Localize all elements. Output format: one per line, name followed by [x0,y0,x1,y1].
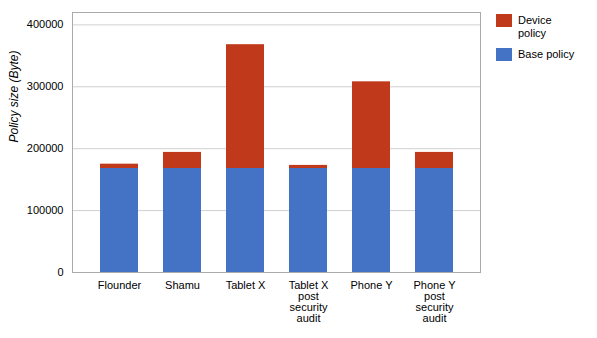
svg-text:Tablet X: Tablet X [226,279,266,291]
svg-text:0: 0 [57,266,63,278]
svg-text:400000: 400000 [27,18,64,30]
svg-text:Shamu: Shamu [165,279,200,291]
svg-text:Phone Y: Phone Y [350,279,393,291]
html-text:Device policy: Device policy [518,14,552,40]
html-text:Base policy: Base policy [518,48,575,61]
svg-text:Policy size (Byte): Policy size (Byte) [7,50,21,142]
svg-text:300000: 300000 [27,80,64,92]
svg-text:Phone Ypostsecurityaudit: Phone Ypostsecurityaudit [413,279,456,324]
svg-text:200000: 200000 [27,142,64,154]
svg-text:Flounder: Flounder [98,279,142,291]
svg-text:100000: 100000 [27,204,64,216]
svg-text:Tablet Xpostsecurityaudit: Tablet Xpostsecurityaudit [289,279,329,324]
